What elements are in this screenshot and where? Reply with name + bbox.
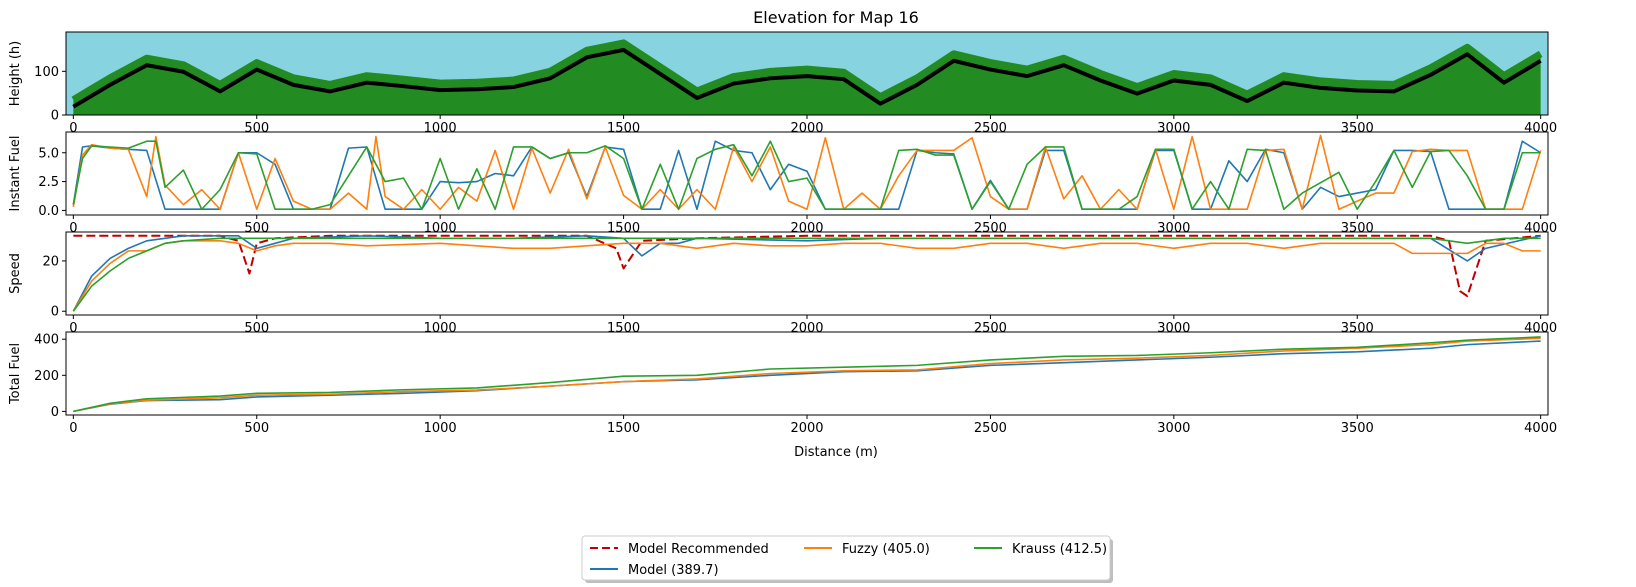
x-tick-label: 500 xyxy=(244,121,269,136)
y-tick-label: 0 xyxy=(51,305,59,320)
x-tick-label: 2000 xyxy=(790,321,823,336)
y-tick-label: 400 xyxy=(34,333,59,348)
x-tick-label: 0 xyxy=(69,421,77,436)
x-tick-label: 2000 xyxy=(790,421,823,436)
x-tick-label: 2500 xyxy=(974,421,1007,436)
x-tick-label: 3000 xyxy=(1157,121,1190,136)
x-tick-label: 3500 xyxy=(1341,221,1374,236)
x-tick-label: 500 xyxy=(244,421,269,436)
legend-label: Krauss (412.5) xyxy=(1012,542,1107,557)
y-tick-label: 200 xyxy=(34,369,59,384)
chart-title: Elevation for Map 16 xyxy=(753,8,919,27)
x-tick-label: 2500 xyxy=(974,221,1007,236)
x-tick-label: 3000 xyxy=(1157,221,1190,236)
y-axis-label: Height (h) xyxy=(8,41,23,107)
panel-instant-fuel: 0 500 1000 1500 2000 2500 3000 3500 4000 0.0 2.5 5.… xyxy=(8,131,1557,236)
x-axis-label: Distance (m) xyxy=(794,445,878,460)
x-tick-label: 3500 xyxy=(1341,121,1374,136)
x-tick-label: 500 xyxy=(244,221,269,236)
x-tick-label: 4000 xyxy=(1524,121,1557,136)
panel-speed: 0 500 1000 1500 2000 2500 3000 3500 4000 0 20 Speed xyxy=(8,231,1557,336)
panel-total-fuel: 0 500 1000 1500 2000 2500 3000 3500 4000 0 200 400 T… xyxy=(8,331,1557,436)
x-tick-label: 2000 xyxy=(790,121,823,136)
y-tick-label: 0 xyxy=(51,109,59,124)
series-line-model xyxy=(72,140,1542,211)
series-line-krauss xyxy=(72,237,1541,312)
x-tick-label: 1500 xyxy=(607,221,640,236)
series-line-model xyxy=(73,340,1541,413)
series-line-fuzzy xyxy=(72,240,1541,312)
axes-frame xyxy=(65,131,1549,216)
x-tick-label: 3000 xyxy=(1157,421,1190,436)
x-tick-label: 4000 xyxy=(1524,321,1557,336)
x-tick-label: 3500 xyxy=(1341,321,1374,336)
series-line-model xyxy=(72,234,1541,312)
y-tick-label: 2.5 xyxy=(38,175,59,190)
y-tick-label: 0.0 xyxy=(38,204,59,219)
y-axis-label: Total Fuel xyxy=(8,343,23,405)
legend-label: Fuzzy (405.0) xyxy=(842,542,930,557)
x-tick-label: 1500 xyxy=(607,321,640,336)
x-tick-label: 0 xyxy=(69,321,77,336)
x-tick-label: 1000 xyxy=(424,421,457,436)
x-tick-label: 1000 xyxy=(424,221,457,236)
x-tick-label: 1000 xyxy=(424,321,457,336)
x-tick-label: 500 xyxy=(244,321,269,336)
x-tick-label: 4000 xyxy=(1524,221,1557,236)
panel-elevation: 0 500 1000 1500 2000 2500 3000 3500 4000 0 100 Heig… xyxy=(8,31,1557,136)
x-tick-label: 4000 xyxy=(1524,421,1557,436)
legend-label: Model Recommended xyxy=(628,542,769,557)
x-tick-label: 2500 xyxy=(974,321,1007,336)
terrain-area xyxy=(73,42,1541,115)
x-tick-label: 1500 xyxy=(607,121,640,136)
x-tick-label: 0 xyxy=(69,221,77,236)
series-line-fuzzy xyxy=(73,337,1541,413)
x-tick-label: 2000 xyxy=(790,221,823,236)
legend: Model Recommended Model (389.7) Fuzzy (405… xyxy=(581,535,1113,583)
legend-label: Model (389.7) xyxy=(628,563,719,578)
series-line-model-recommended xyxy=(73,234,1541,298)
terrain-outline xyxy=(71,39,1543,103)
x-tick-label: 1500 xyxy=(607,421,640,436)
x-tick-label: 0 xyxy=(69,121,77,136)
series-line-krauss xyxy=(72,140,1541,211)
series-line-fuzzy xyxy=(72,134,1542,211)
series-line-krauss xyxy=(73,336,1541,413)
y-tick-label: 20 xyxy=(42,254,59,269)
y-tick-label: 100 xyxy=(34,65,59,80)
y-tick-label: 0 xyxy=(51,405,59,420)
y-tick-label: 5.0 xyxy=(38,146,59,161)
terrain-profile-line xyxy=(72,47,1542,109)
x-tick-label: 1000 xyxy=(424,121,457,136)
y-axis-label: Instant Fuel xyxy=(8,136,23,212)
y-axis-label: Speed xyxy=(8,253,23,294)
panels: 0 500 1000 1500 2000 2500 3000 3500 40000100Heig… xyxy=(8,31,1557,436)
x-tick-label: 3500 xyxy=(1341,421,1374,436)
x-tick-label: 2500 xyxy=(974,121,1007,136)
x-tick-label: 3000 xyxy=(1157,321,1190,336)
